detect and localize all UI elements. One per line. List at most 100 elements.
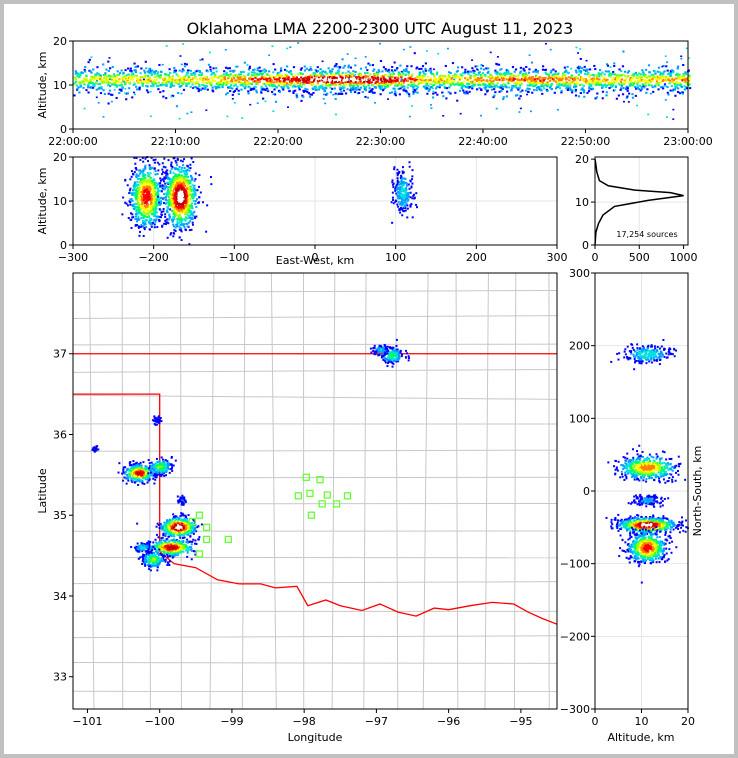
density-point xyxy=(405,186,408,189)
density-point xyxy=(299,82,303,85)
density-point xyxy=(175,173,178,176)
density-point xyxy=(631,77,634,80)
density-point xyxy=(87,61,90,64)
density-point xyxy=(158,220,161,223)
density-point xyxy=(170,77,174,80)
density-point xyxy=(331,68,334,71)
density-point xyxy=(140,181,143,184)
density-point xyxy=(443,85,446,88)
density-point xyxy=(197,201,200,204)
density-point xyxy=(460,77,463,80)
density-point xyxy=(190,217,193,220)
density-point xyxy=(221,75,225,78)
density-point xyxy=(556,80,559,83)
density-point xyxy=(455,76,458,79)
density-point xyxy=(642,83,645,86)
density-point xyxy=(126,79,129,82)
density-point xyxy=(277,73,280,76)
density-point xyxy=(117,84,120,87)
density-point xyxy=(400,176,403,179)
density-point xyxy=(333,73,336,76)
density-point xyxy=(171,194,174,197)
density-point xyxy=(371,88,374,91)
density-point xyxy=(177,216,180,219)
density-point xyxy=(128,189,131,192)
density-point xyxy=(185,217,188,220)
density-point xyxy=(368,87,371,90)
density-point xyxy=(200,89,203,92)
density-point xyxy=(665,65,668,68)
density-point xyxy=(341,81,344,84)
density-point xyxy=(340,92,343,95)
density-point xyxy=(526,84,529,87)
density-point xyxy=(229,90,232,93)
x-tick-label: 22:10:00 xyxy=(151,135,200,148)
density-point xyxy=(174,213,177,216)
density-point xyxy=(354,71,357,74)
density-point xyxy=(349,72,352,75)
density-point xyxy=(513,70,516,73)
density-point xyxy=(149,177,152,180)
density-point xyxy=(528,83,531,86)
density-point xyxy=(642,72,646,75)
density-point xyxy=(276,78,279,81)
density-point xyxy=(145,192,148,195)
density-point xyxy=(186,72,189,75)
density-point xyxy=(511,84,514,87)
x-tick-label: −100 xyxy=(219,251,249,264)
density-point xyxy=(138,191,141,194)
density-point xyxy=(185,84,188,87)
density-point xyxy=(174,182,177,185)
density-point xyxy=(402,202,405,205)
density-point xyxy=(155,182,158,185)
density-point xyxy=(298,79,301,82)
density-point xyxy=(172,199,175,202)
density-point xyxy=(413,196,416,199)
density-point xyxy=(244,78,247,81)
density-point xyxy=(304,76,307,79)
density-point xyxy=(145,84,148,87)
density-point xyxy=(463,72,467,75)
density-point xyxy=(300,67,303,70)
density-point xyxy=(135,220,138,223)
density-point xyxy=(401,166,404,169)
density-point xyxy=(441,91,444,94)
density-point xyxy=(337,71,340,74)
density-point xyxy=(541,92,544,95)
density-point xyxy=(456,66,460,69)
density-point xyxy=(574,88,578,91)
density-point xyxy=(135,173,138,176)
density-point xyxy=(369,64,372,67)
density-point xyxy=(197,82,200,85)
density-point xyxy=(142,197,145,200)
density-point xyxy=(142,169,145,172)
density-point xyxy=(147,174,150,177)
density-point xyxy=(390,91,394,94)
density-point xyxy=(150,225,153,228)
density-point xyxy=(502,98,505,101)
density-point xyxy=(184,190,187,193)
density-point xyxy=(142,173,145,176)
density-point xyxy=(506,90,509,93)
density-point xyxy=(564,83,567,86)
density-point xyxy=(287,87,290,90)
density-point xyxy=(398,181,401,184)
density-point xyxy=(387,70,390,73)
density-point xyxy=(107,81,110,84)
density-point xyxy=(149,77,152,80)
density-point xyxy=(148,188,151,191)
scatter-point xyxy=(224,48,227,51)
density-point xyxy=(141,220,144,223)
density-point xyxy=(150,74,153,77)
density-point xyxy=(546,81,549,84)
density-point xyxy=(487,67,490,70)
density-point xyxy=(613,81,616,84)
density-point xyxy=(152,80,155,83)
scatter-point xyxy=(459,112,462,115)
density-point xyxy=(444,75,447,78)
density-point xyxy=(530,83,533,86)
density-point xyxy=(152,193,155,196)
density-point xyxy=(565,87,568,90)
density-point xyxy=(264,75,267,78)
density-point xyxy=(553,76,556,79)
